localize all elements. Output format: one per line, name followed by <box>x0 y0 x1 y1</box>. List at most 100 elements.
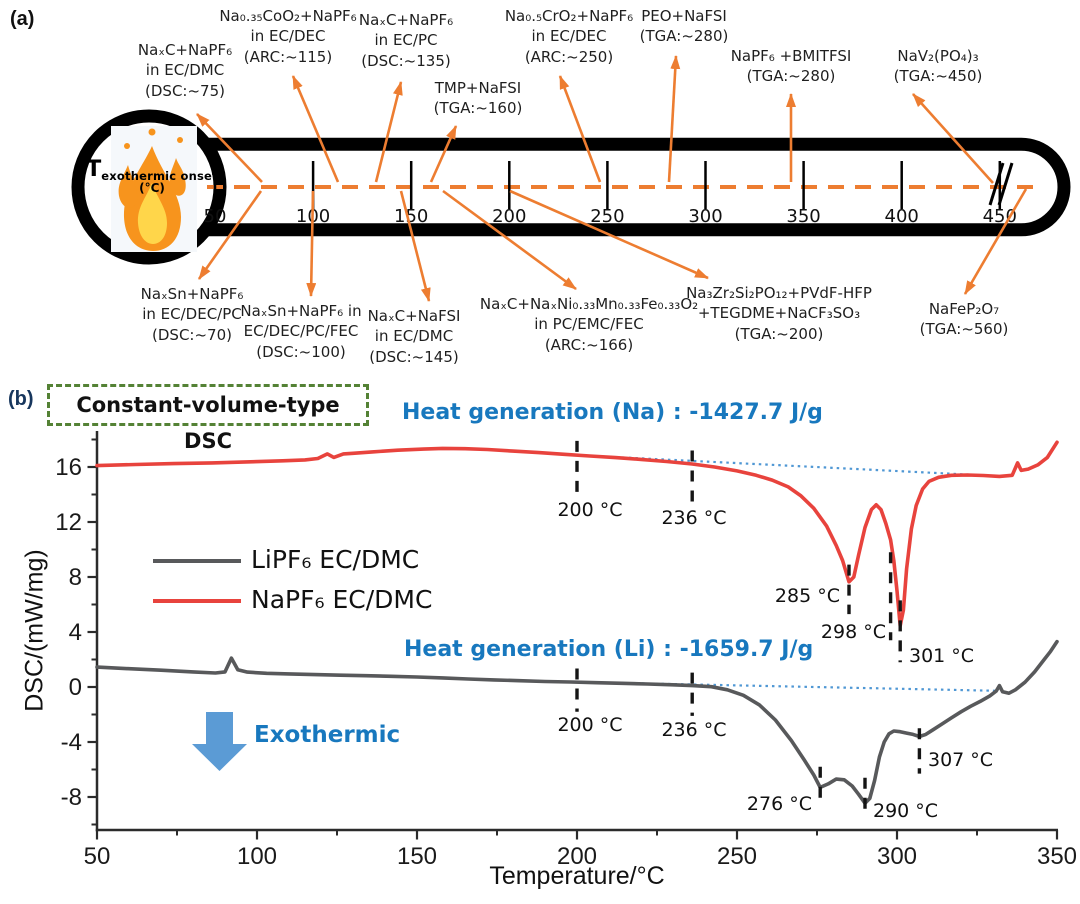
flame-icon <box>111 126 197 252</box>
y-tick-label: 4 <box>69 619 82 646</box>
curve-napf6 <box>95 440 1059 628</box>
bulb-label-line1: Texothermic onset <box>84 157 220 183</box>
peak-temp-label: 236 °C <box>661 507 726 529</box>
bulb-label: Texothermic onset (°C) <box>84 157 220 195</box>
thermo-tick-label: 450 <box>983 206 1017 227</box>
y-tick-label: -8 <box>61 784 82 811</box>
x-tick-label: 250 <box>717 843 757 870</box>
thermo-annotation-line: (TGA:~450) <box>893 67 983 86</box>
thermo-annotation-line: NaₓC+NaPF₆ <box>358 11 454 29</box>
peak-temp-label: 200 °C <box>557 499 622 521</box>
legend-item-lipf6: LiPF₆ EC/DMC <box>153 545 419 574</box>
legend-swatch-lipf6 <box>153 559 241 563</box>
thermo-annotation-line: (DSC:~100) <box>256 342 346 361</box>
bulb-subscript: exothermic onset <box>101 169 218 183</box>
thermo-annotation-line: NaₓC+NaFSI <box>367 307 461 325</box>
panel-a-tag: (a) <box>10 8 35 30</box>
thermo-annotation: NaₓC+NaPF₆ in EC/PC (DSC:~135) <box>359 10 453 71</box>
thermo-annotation-line: (TGA:~560) <box>919 320 1009 339</box>
annotation-arrow <box>196 113 263 183</box>
thermo-annotation-line: (TGA:~280) <box>746 67 836 86</box>
flame-spark <box>177 137 183 143</box>
peak-temp-label: 290 °C <box>873 800 938 822</box>
peak-temp-label: 200 °C <box>557 714 622 736</box>
y-tick-label: 0 <box>69 674 82 701</box>
thermo-annotation-line: in EC/PC <box>374 31 438 50</box>
thermo-tick-label: 400 <box>885 206 919 227</box>
axis-break-icon <box>988 162 1005 206</box>
heat-generation-li: Heat generation (Li) : -1659.7 J/g <box>404 637 814 662</box>
thermo-annotation: NaFeP₂O₇ (TGA:~560) <box>920 299 1009 340</box>
dsc-chart: 50 100 150 200 250 300 350 -8 -4 0 4 8 12 16 200 °C 236… <box>55 431 1077 870</box>
thermo-annotation-line: in EC/DMC <box>374 327 454 346</box>
exothermic-down-arrow-icon <box>192 712 247 771</box>
thermo-annotation: PEO+NaFSI (TGA:~280) <box>640 6 729 47</box>
integration-baseline <box>576 454 994 477</box>
y-tick-label: 12 <box>55 509 82 536</box>
x-tick-label: 350 <box>1037 843 1077 870</box>
peak-temp-label: 285 °C <box>775 585 840 607</box>
thermo-annotation-line: (DSC:~75) <box>145 81 225 100</box>
thermo-annotation-line: (DSC:~135) <box>361 51 451 70</box>
curve-lipf6 <box>95 639 1059 806</box>
thermo-annotation-line: in EC/DEC <box>531 27 607 46</box>
panel-b-tag: (b) <box>8 388 34 410</box>
thermo-annotation: NaₓC+NaₓNi₀.₃₃Mn₀.₃₃Fe₀.₃₃O₂ in PC/EMC/FE… <box>480 294 698 355</box>
thermo-annotation-line: in PC/EMC/FEC <box>534 315 644 334</box>
annotation-arrow <box>558 75 602 183</box>
y-tick-label: 8 <box>69 564 82 591</box>
thermo-annotation-line: Na₀.₅CrO₂+NaPF₆ <box>504 7 634 25</box>
thermo-annotation-line: PEO+NaFSI <box>641 7 727 25</box>
thermo-annotation-line: NaₓC+NaPF₆ <box>137 41 233 59</box>
thermo-annotation: NaₓC+NaFSI in EC/DMC (DSC:~145) <box>368 306 461 367</box>
peak-temp-label: 301 °C <box>909 645 974 667</box>
thermo-tick-label: 150 <box>394 206 428 227</box>
exothermic-label: Exothermic <box>254 722 401 748</box>
thermo-annotation-line: in EC/DEC <box>250 27 326 46</box>
axis-break-icon <box>997 162 1014 206</box>
thermo-annotation-line: TMP+NaFSI <box>434 79 522 97</box>
thermo-annotation-line: Na₀.₃₅CoO₂+NaPF₆ <box>219 7 357 25</box>
thermo-annotation: Na₀.₅CrO₂+NaPF₆ in EC/DEC (ARC:~250) <box>505 6 633 67</box>
peak-temp-label: 298 °C <box>821 621 886 643</box>
annotation-arrow <box>291 75 340 183</box>
thermo-annotation-line: (TGA:~280) <box>639 27 729 46</box>
x-tick-label: 100 <box>237 843 277 870</box>
annotation-arrow <box>429 125 458 183</box>
flame-inner <box>137 183 167 244</box>
flame-right <box>169 158 186 196</box>
y-tick-label: -4 <box>61 729 82 756</box>
thermo-annotation-line: (ARC:~115) <box>243 47 333 66</box>
thermo-annotation: Na₀.₃₅CoO₂+NaPF₆ in EC/DEC (ARC:~115) <box>219 6 356 67</box>
thermo-annotation: NaₓC+NaPF₆ in EC/DMC (DSC:~75) <box>138 40 232 101</box>
thermometer: 50100150200250300350400450 <box>71 109 1071 265</box>
peak-temp-label: 307 °C <box>928 749 993 771</box>
legend-swatch-napf6 <box>153 599 241 603</box>
flame-spark <box>148 128 156 136</box>
x-tick-label: 50 <box>84 843 111 870</box>
thermo-annotation-line: (TGA:~200) <box>734 324 824 343</box>
legend-label-lipf6: LiPF₆ EC/DMC <box>251 545 420 574</box>
peak-temp-label: 236 °C <box>661 719 726 741</box>
thermo-tick-label: 50 <box>204 206 227 227</box>
bulb-t-symbol: T <box>86 157 102 182</box>
annotation-arrow <box>374 81 403 183</box>
x-tick-label: 150 <box>397 843 437 870</box>
thermo-annotation: Na₃Zr₂Si₂PO₁₂+PVdF-HFP +TEGDME+NaCF₃SO₃ (T… <box>686 283 872 344</box>
y-axis-title: DSC/(mW/mg) <box>20 549 49 712</box>
thermo-annotation-line: (DSC:~145) <box>369 347 459 366</box>
thermo-annotation-line: (ARC:~250) <box>524 47 614 66</box>
annotation-arrow <box>399 190 431 302</box>
annotation-arrow <box>667 55 681 183</box>
legend-label-napf6: NaPF₆ EC/DMC <box>251 585 433 614</box>
thermo-tick-label: 300 <box>688 206 722 227</box>
thermo-annotation: NaₓSn+NaPF₆ in EC/DEC/PC/FEC (DSC:~100) <box>240 301 361 362</box>
thermo-annotation-line: +TEGDME+NaCF₃SO₃ <box>697 304 861 323</box>
annotation-arrow <box>509 189 709 280</box>
thermo-annotation: NaₓSn+NaPF₆ in EC/DEC/PC (DSC:~70) <box>141 284 244 345</box>
flame-left <box>118 165 138 208</box>
thermo-annotation-line: (ARC:~166) <box>544 335 634 354</box>
thermo-annotation: TMP+NaFSI (TGA:~160) <box>434 78 523 119</box>
